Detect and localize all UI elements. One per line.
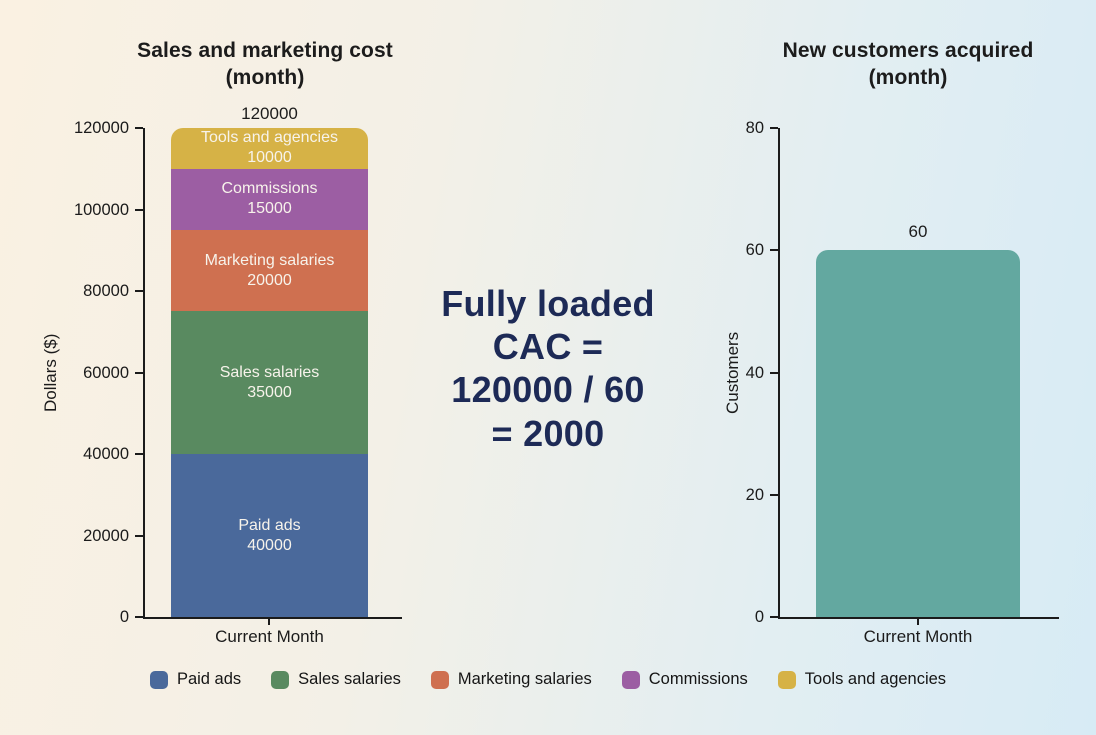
y-tick-label: 60 bbox=[745, 241, 764, 260]
y-tick-label: 40000 bbox=[83, 445, 129, 463]
y-tick-label: 20 bbox=[745, 485, 764, 504]
y-tick-mark bbox=[770, 616, 778, 618]
segment-value: 15000 bbox=[247, 200, 292, 218]
cost-chart-y-axis-label: Dollars ($) bbox=[41, 333, 60, 412]
customers-chart-title: New customers acquired (month) bbox=[782, 39, 1034, 89]
segment-name: Tools and agencies bbox=[201, 129, 338, 147]
y-tick-mark bbox=[135, 534, 143, 537]
y-tick-mark bbox=[770, 127, 778, 129]
y-tick-mark bbox=[135, 371, 143, 374]
y-tick-mark bbox=[770, 493, 778, 496]
cost-chart-x-label: Current Month bbox=[215, 627, 324, 646]
legend-item: Commissions bbox=[621, 670, 748, 689]
legend-swatch-icon bbox=[271, 670, 290, 689]
customers-chart-x-label: Current Month bbox=[863, 627, 973, 646]
y-tick-label: 0 bbox=[754, 608, 764, 626]
y-tick-label: 20000 bbox=[83, 526, 129, 545]
y-tick-mark bbox=[135, 290, 143, 292]
customers-chart-plot: 0 20 40 60 80 bbox=[746, 119, 1059, 626]
y-tick-label: 80 bbox=[745, 119, 764, 137]
y-tick-label: 40 bbox=[745, 363, 764, 382]
legend-swatch-icon bbox=[621, 670, 640, 689]
legend-swatch-icon bbox=[430, 670, 449, 689]
customers-chart-x-tick bbox=[917, 619, 919, 625]
segment-label: Tools and agencies 10000 bbox=[171, 128, 368, 169]
customers-bar bbox=[816, 128, 1020, 617]
segment-name: Paid ads bbox=[238, 516, 301, 534]
segment-value: 20000 bbox=[247, 271, 292, 289]
legend: Paid ads Sales salaries Marketing salaries… bbox=[0, 670, 1096, 689]
y-tick-label: 80000 bbox=[83, 282, 129, 300]
bar-segment-paid-ads: Paid ads 40000 bbox=[171, 454, 368, 617]
legend-label: Tools and agencies bbox=[804, 670, 947, 688]
bar-segment-commissions: Commissions 15000 bbox=[171, 168, 368, 230]
legend-label: Marketing salaries bbox=[457, 670, 592, 688]
segment-label: Sales salaries 35000 bbox=[171, 311, 368, 454]
legend-swatch-icon bbox=[777, 670, 796, 689]
segment-name: Commissions bbox=[221, 180, 318, 198]
cost-chart-plot: Paid ads 40000 Sales salaries 35000 Marketin… bbox=[74, 119, 402, 626]
segment-value: 10000 bbox=[247, 149, 292, 167]
cac-formula-text: Fully loaded CAC = 120000 / 60 = 2000 bbox=[441, 283, 655, 454]
legend-label: Commissions bbox=[648, 670, 748, 688]
segment-label: Paid ads 40000 bbox=[171, 454, 368, 617]
y-tick-mark bbox=[135, 208, 143, 211]
legend-item: Tools and agencies bbox=[777, 670, 947, 689]
cost-bar-total-label: 120000 bbox=[241, 104, 298, 123]
y-tick-mark bbox=[770, 249, 778, 252]
bar-segment-sales-salaries: Sales salaries 35000 bbox=[171, 311, 368, 454]
y-tick-mark bbox=[135, 616, 143, 618]
customers-bar-total-label: 60 bbox=[908, 222, 928, 241]
segment-name: Sales salaries bbox=[219, 363, 320, 381]
cost-stacked-bar: Paid ads 40000 Sales salaries 35000 Marketin… bbox=[171, 128, 368, 617]
legend-label: Paid ads bbox=[176, 670, 242, 688]
segment-label: Commissions 15000 bbox=[171, 169, 368, 230]
y-tick-label: 120000 bbox=[73, 119, 129, 137]
cost-chart-title: Sales and marketing cost (month) bbox=[137, 39, 393, 89]
legend-label: Sales salaries bbox=[298, 670, 401, 688]
y-tick-label: 0 bbox=[119, 608, 129, 626]
cost-chart-x-tick bbox=[268, 619, 270, 625]
segment-label: Marketing salaries 20000 bbox=[171, 230, 368, 312]
customers-chart-y-axis-label: Customers bbox=[723, 331, 742, 414]
y-tick-label: 100000 bbox=[73, 200, 129, 219]
y-tick-label: 60000 bbox=[83, 363, 129, 382]
segment-value: 40000 bbox=[247, 536, 292, 554]
segment-value: 35000 bbox=[247, 383, 292, 401]
y-tick-mark bbox=[770, 371, 778, 374]
legend-item: Sales salaries bbox=[271, 670, 401, 689]
bar-segment-customers bbox=[816, 250, 1020, 617]
legend-swatch-icon bbox=[149, 670, 168, 689]
legend-item: Marketing salaries bbox=[430, 670, 592, 689]
y-tick-mark bbox=[135, 127, 143, 129]
legend-item: Paid ads bbox=[149, 670, 242, 689]
bar-segment-tools-and-agencies: Tools and agencies 10000 bbox=[171, 128, 368, 169]
bar-segment-marketing-salaries: Marketing salaries 20000 bbox=[171, 229, 368, 312]
segment-name: Marketing salaries bbox=[204, 251, 335, 269]
y-tick-mark bbox=[135, 453, 143, 455]
